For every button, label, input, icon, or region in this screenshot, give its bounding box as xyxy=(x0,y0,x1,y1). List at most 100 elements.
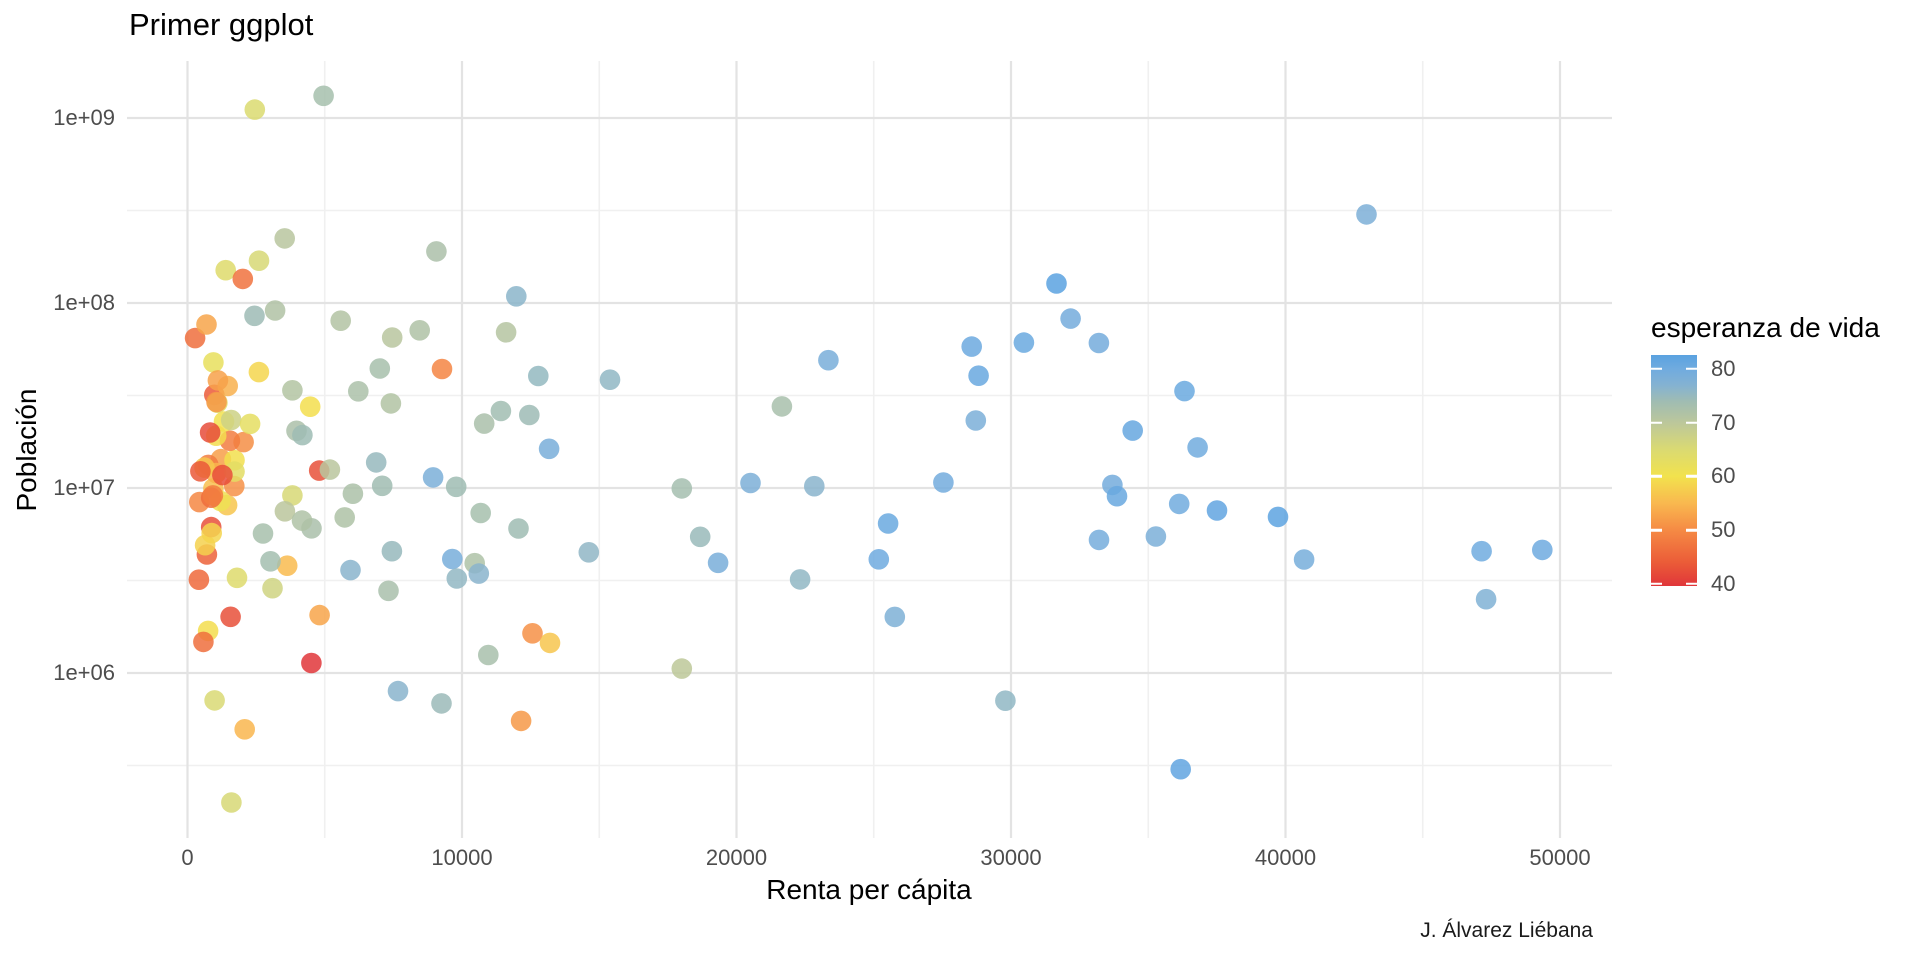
data-point xyxy=(671,478,693,499)
data-point xyxy=(260,551,281,572)
y-axis-title: Población xyxy=(11,388,42,512)
data-point xyxy=(490,400,512,422)
data-point xyxy=(184,327,206,349)
x-tick-label: 40000 xyxy=(1254,845,1317,870)
data-point xyxy=(252,523,274,544)
data-point xyxy=(221,792,242,813)
data-point xyxy=(340,559,361,581)
data-point xyxy=(220,409,242,431)
data-point xyxy=(1187,437,1208,458)
data-point xyxy=(1170,758,1191,780)
data-point xyxy=(387,680,409,702)
data-point xyxy=(204,690,225,711)
y-tick-label: 1e+09 xyxy=(53,105,115,130)
x-axis-title: Renta per cápita xyxy=(766,874,972,905)
data-point xyxy=(190,461,211,482)
data-point xyxy=(818,349,839,371)
data-point xyxy=(309,604,330,626)
data-point xyxy=(804,475,825,497)
legend-tick-mark xyxy=(1651,421,1662,424)
data-point xyxy=(510,710,532,732)
data-point xyxy=(965,410,987,431)
data-point xyxy=(1475,588,1497,610)
data-point xyxy=(365,452,387,473)
data-point xyxy=(1206,500,1228,521)
plot-caption: J. Álvarez Liébana xyxy=(1420,919,1593,942)
data-point xyxy=(212,464,233,486)
data-point xyxy=(599,369,621,391)
legend-tick-label: 40 xyxy=(1711,570,1736,596)
data-point xyxy=(1532,539,1553,561)
legend-tick-label: 80 xyxy=(1711,355,1736,381)
plot-title: Primer ggplot xyxy=(129,7,314,42)
data-point xyxy=(431,358,453,380)
legend-tick-mark xyxy=(1651,582,1662,586)
data-point xyxy=(473,413,495,434)
data-point xyxy=(468,563,490,584)
data-point xyxy=(442,548,463,570)
data-point xyxy=(409,320,431,341)
legend-title: esperanza de vida xyxy=(1651,312,1880,343)
data-point xyxy=(519,404,540,426)
legend-tick-mark xyxy=(1651,367,1662,371)
data-point xyxy=(201,522,222,544)
legend-tick-label: 70 xyxy=(1711,409,1736,435)
data-point xyxy=(348,381,369,402)
data-point xyxy=(1174,380,1195,402)
legend-tick-mark xyxy=(1686,528,1697,532)
data-point xyxy=(1060,308,1081,329)
data-point xyxy=(522,623,543,644)
data-point xyxy=(877,513,899,534)
data-point xyxy=(539,632,561,654)
data-point xyxy=(1356,204,1377,225)
data-point xyxy=(203,352,224,373)
data-point xyxy=(282,485,303,506)
data-point xyxy=(740,472,761,494)
data-point xyxy=(1145,526,1167,547)
data-point xyxy=(232,268,254,290)
y-tick-label: 1e+06 xyxy=(53,660,115,685)
data-point xyxy=(1088,529,1110,551)
data-point xyxy=(689,526,711,548)
data-point xyxy=(446,568,468,589)
data-point xyxy=(445,476,467,498)
data-point xyxy=(538,438,560,460)
legend-tick-mark xyxy=(1686,421,1697,424)
data-point xyxy=(248,361,270,383)
data-point xyxy=(1267,506,1289,528)
data-point xyxy=(334,507,356,528)
data-point xyxy=(1106,485,1128,507)
data-point xyxy=(961,336,982,357)
x-tick-label: 30000 xyxy=(980,845,1042,870)
data-point xyxy=(248,250,270,271)
data-point xyxy=(342,483,364,505)
data-point xyxy=(226,567,248,589)
data-point xyxy=(508,518,529,539)
data-point xyxy=(282,380,303,401)
legend-tick-label: 50 xyxy=(1711,517,1736,543)
x-tick-label: 20000 xyxy=(705,845,768,870)
data-point xyxy=(578,542,600,563)
data-point xyxy=(495,322,517,343)
data-point xyxy=(369,358,391,379)
legend-tick-mark xyxy=(1686,582,1697,586)
data-point xyxy=(933,472,954,493)
colorbar-gradient xyxy=(1651,355,1697,586)
data-point xyxy=(292,424,313,446)
data-point xyxy=(301,652,322,674)
data-point xyxy=(422,467,444,488)
data-point xyxy=(313,85,334,107)
x-tick-label: 10000 xyxy=(431,845,493,870)
data-point xyxy=(1293,549,1315,570)
x-tick-label: 50000 xyxy=(1529,845,1591,870)
data-point xyxy=(371,475,393,497)
legend-tick-mark xyxy=(1651,528,1662,532)
y-tick-label: 1e+07 xyxy=(53,475,115,500)
data-point xyxy=(244,305,265,327)
data-point xyxy=(215,259,236,281)
data-point xyxy=(884,606,906,628)
data-point xyxy=(771,396,793,417)
data-point xyxy=(193,631,214,653)
data-point xyxy=(276,555,298,576)
